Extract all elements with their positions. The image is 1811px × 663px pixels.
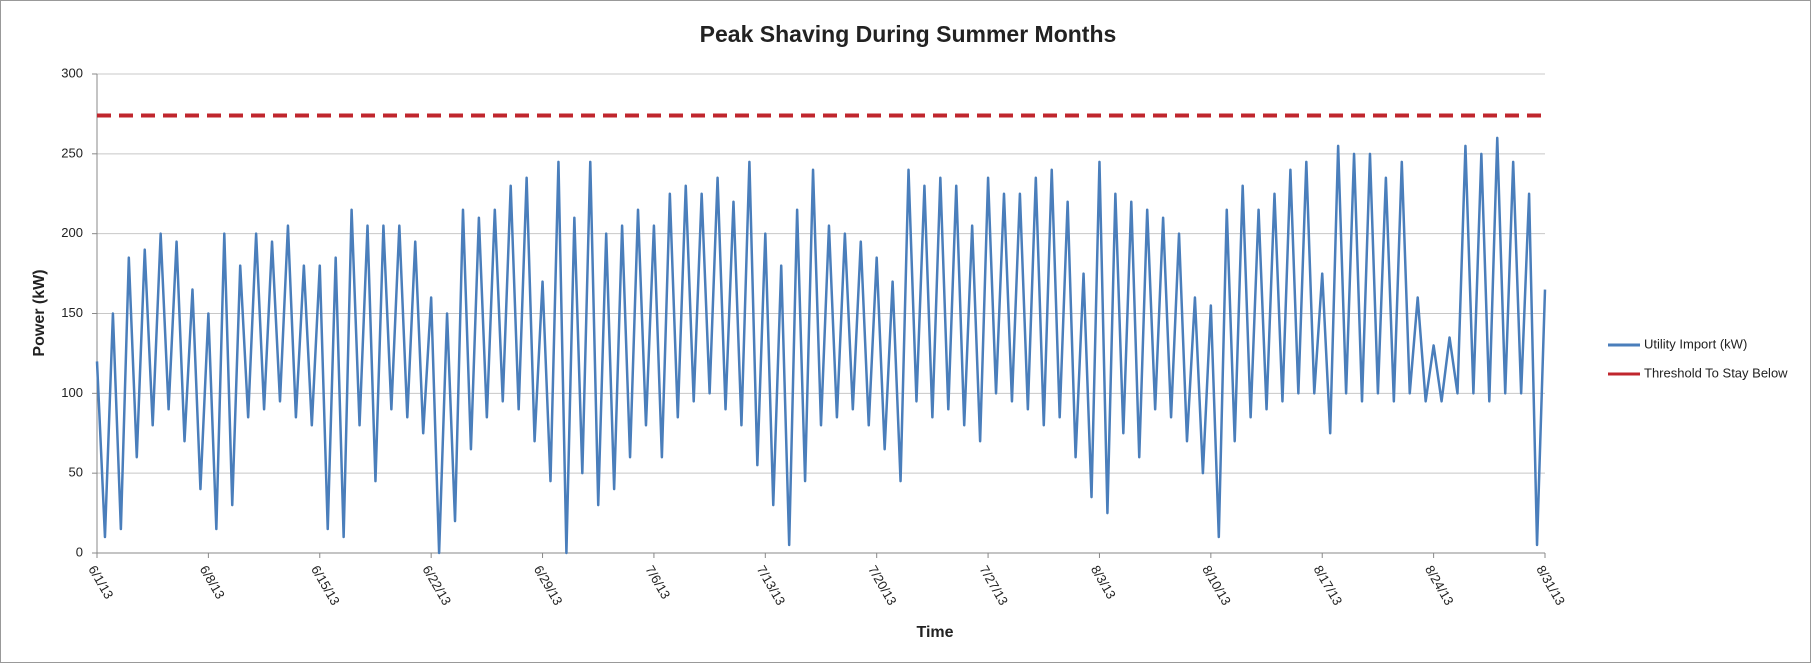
- chart-title: Peak Shaving During Summer Months: [700, 21, 1117, 47]
- y-tick-label: 150: [61, 305, 83, 320]
- y-tick-label: 100: [61, 385, 83, 400]
- legend-label: Utility Import (kW): [1644, 336, 1747, 351]
- series-line: [95, 136, 1547, 555]
- y-tick-label: 0: [76, 544, 83, 559]
- y-axis-title: Power (kW): [31, 269, 48, 356]
- x-axis-title: Time: [916, 624, 953, 641]
- y-tick-label: 200: [61, 225, 83, 240]
- y-tick-label: 300: [61, 65, 83, 80]
- y-tick-label: 250: [61, 145, 83, 160]
- legend-label: Threshold To Stay Below: [1644, 365, 1788, 380]
- y-tick-label: 50: [69, 465, 83, 480]
